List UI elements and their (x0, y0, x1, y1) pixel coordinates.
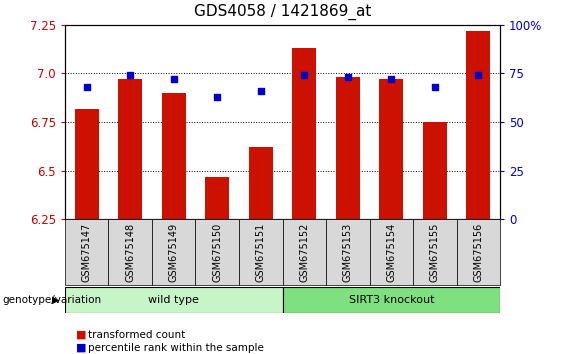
Text: ▶: ▶ (52, 295, 59, 305)
Point (343, 74, 352, 80)
Text: GSM675156: GSM675156 (473, 223, 483, 282)
Bar (413, 219, 457, 285)
Point (430, 84, 439, 90)
Bar (282, 219, 326, 285)
Bar (466, 31, 490, 219)
Text: GSM675151: GSM675151 (256, 223, 266, 282)
Text: GSM675152: GSM675152 (299, 223, 309, 282)
Text: wild type: wild type (148, 295, 199, 305)
Bar (336, 77, 360, 219)
Bar (162, 93, 186, 219)
Bar (75, 108, 99, 219)
Bar (249, 147, 273, 219)
Text: GSM675155: GSM675155 (430, 223, 440, 282)
Bar (379, 79, 403, 219)
Bar (65, 287, 282, 313)
Text: GSM675149: GSM675149 (169, 223, 179, 282)
Point (473, 73, 483, 78)
Bar (152, 219, 195, 285)
Bar (65, 219, 108, 285)
Text: SIRT3 knockout: SIRT3 knockout (349, 295, 434, 305)
Text: genotype/variation: genotype/variation (3, 295, 102, 305)
Bar (370, 219, 413, 285)
Text: GSM675153: GSM675153 (343, 223, 353, 282)
Text: GSM675148: GSM675148 (125, 223, 135, 282)
Point (256, 88, 265, 94)
Text: GSM675154: GSM675154 (386, 223, 396, 282)
Point (299, 73, 308, 78)
Text: ■: ■ (76, 330, 87, 339)
Text: transformed count: transformed count (88, 330, 185, 339)
Bar (282, 287, 500, 313)
Point (125, 73, 134, 78)
Bar (108, 219, 152, 285)
Text: GSM675150: GSM675150 (212, 223, 222, 282)
Bar (457, 219, 500, 285)
Point (386, 76, 396, 82)
Bar (239, 219, 282, 285)
Bar (326, 219, 370, 285)
Text: ■: ■ (76, 343, 87, 353)
Text: GDS4058 / 1421869_at: GDS4058 / 1421869_at (194, 4, 371, 20)
Point (82, 84, 92, 90)
Point (169, 76, 178, 82)
Text: percentile rank within the sample: percentile rank within the sample (88, 343, 263, 353)
Point (212, 94, 221, 99)
Text: GSM675147: GSM675147 (82, 223, 92, 282)
Bar (118, 79, 142, 219)
Bar (423, 122, 447, 219)
Bar (195, 219, 239, 285)
Bar (292, 48, 316, 219)
Bar (205, 177, 229, 219)
